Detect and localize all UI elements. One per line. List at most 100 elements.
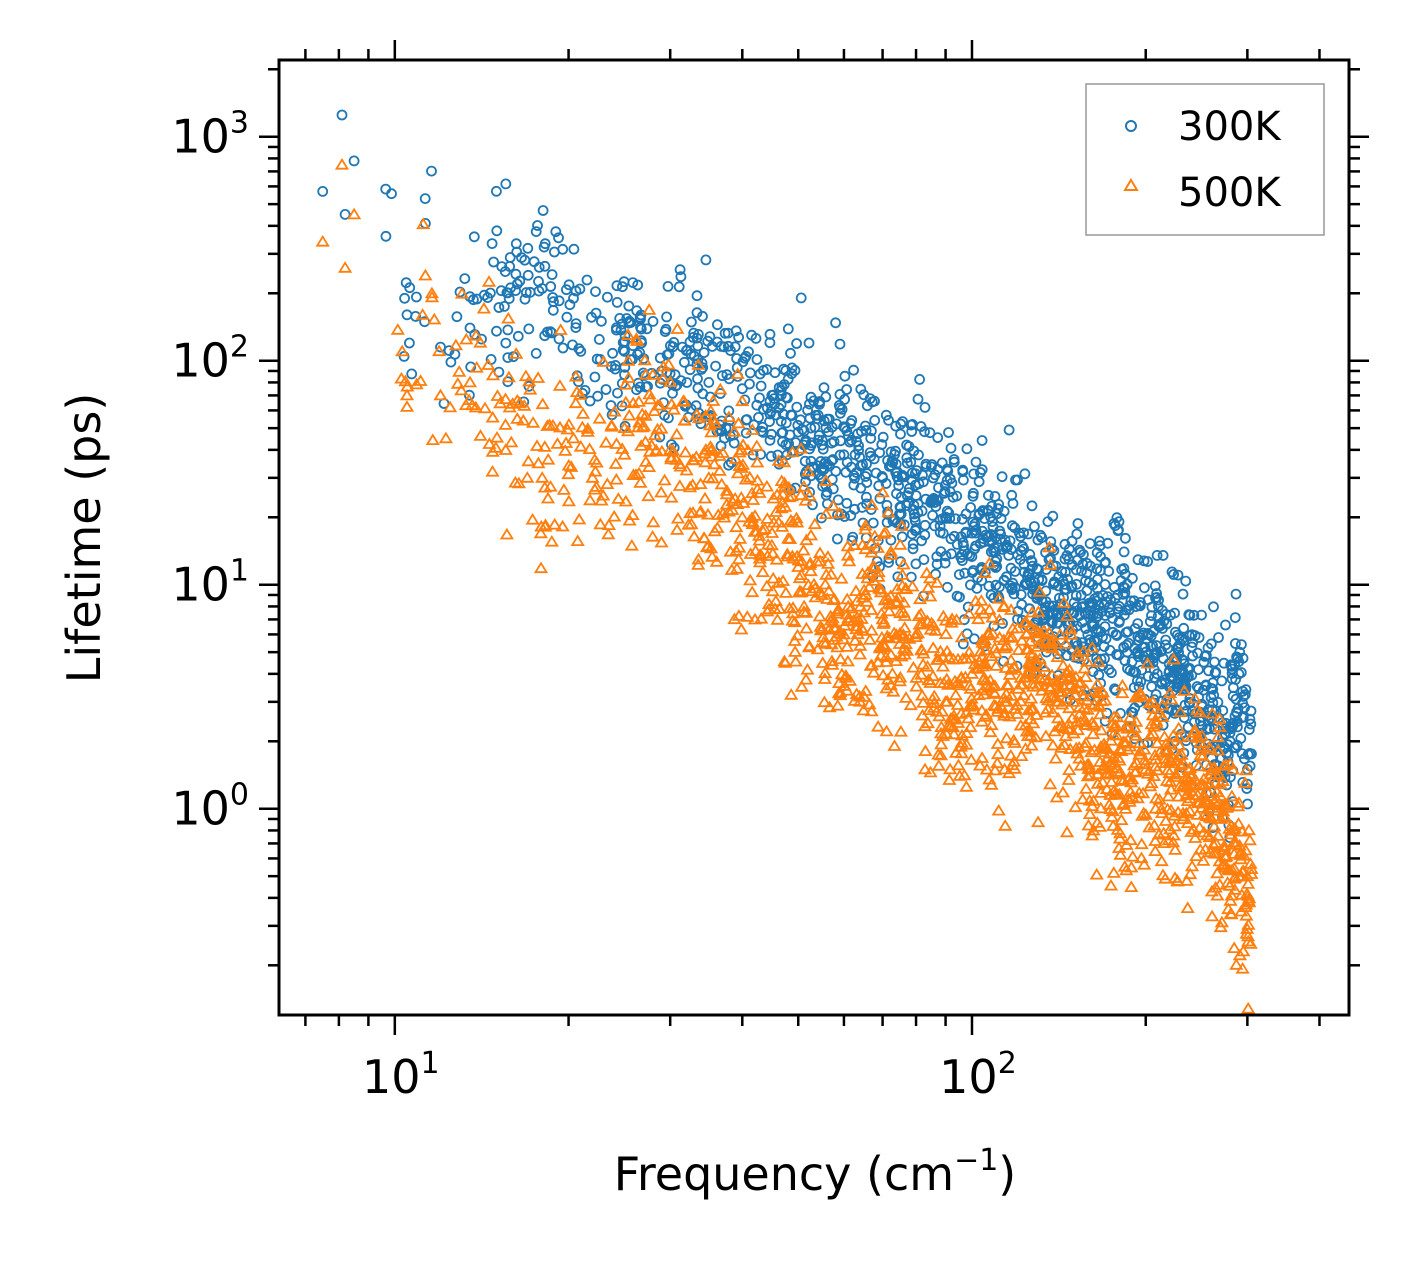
data-point <box>875 668 891 681</box>
data-point <box>730 466 746 479</box>
data-point <box>1160 677 1171 689</box>
data-point <box>1147 640 1158 651</box>
data-point <box>1142 556 1153 567</box>
data-point <box>629 332 644 344</box>
data-point <box>642 303 657 315</box>
data-point <box>973 602 989 615</box>
data-point <box>889 582 905 594</box>
data-point <box>1190 703 1205 715</box>
data-point <box>1080 703 1095 715</box>
data-point <box>1171 629 1183 641</box>
data-point <box>1226 673 1238 685</box>
data-point <box>848 364 859 376</box>
data-point <box>1235 864 1250 877</box>
data-point <box>865 432 877 444</box>
data-point <box>982 772 997 785</box>
data-point <box>530 371 546 383</box>
data-point <box>1177 684 1192 696</box>
data-point <box>915 617 930 629</box>
data-point <box>957 464 969 476</box>
y-tick-label: 102 <box>171 330 249 388</box>
data-point <box>346 207 362 220</box>
data-point <box>522 269 534 281</box>
data-point <box>556 483 572 495</box>
data-point <box>1240 929 1256 942</box>
data-point <box>882 604 897 617</box>
data-point <box>761 597 777 609</box>
data-point <box>774 474 789 486</box>
data-point <box>580 425 595 437</box>
data-point <box>873 480 885 492</box>
y-tick-label: 103 <box>171 106 249 164</box>
data-point <box>990 705 1005 717</box>
data-point <box>898 581 913 594</box>
data-point <box>1111 751 1126 763</box>
data-point <box>864 536 879 549</box>
data-point <box>1085 828 1100 841</box>
data-point <box>991 702 1006 714</box>
data-point <box>731 362 743 374</box>
data-point <box>522 242 534 254</box>
data-point <box>550 437 565 449</box>
data-point <box>1009 522 1021 534</box>
data-point <box>839 607 855 620</box>
data-point <box>931 551 943 563</box>
data-point <box>686 453 702 466</box>
data-point <box>618 395 633 408</box>
data-point <box>1242 778 1253 790</box>
data-point <box>836 403 848 415</box>
data-point <box>1040 693 1056 706</box>
data-point <box>846 415 858 426</box>
data-point <box>1142 696 1157 709</box>
data-point <box>1063 622 1078 635</box>
data-point <box>880 409 892 421</box>
data-point <box>880 478 892 489</box>
data-point <box>1026 500 1038 512</box>
data-point <box>1177 588 1189 600</box>
data-point <box>856 703 871 716</box>
data-point <box>774 501 789 514</box>
data-point <box>670 511 686 524</box>
data-point <box>1033 637 1048 649</box>
data-point <box>1236 639 1247 650</box>
data-point <box>1054 697 1070 710</box>
data-point <box>959 737 974 750</box>
data-point <box>665 444 681 456</box>
data-point <box>532 220 543 231</box>
data-point <box>842 554 857 567</box>
data-point <box>1021 577 1033 589</box>
data-point <box>1142 628 1153 639</box>
data-point <box>747 509 763 521</box>
data-point <box>339 208 351 220</box>
data-point <box>1045 738 1061 751</box>
data-point <box>315 234 330 247</box>
data-point <box>795 292 807 304</box>
data-point <box>895 568 910 580</box>
data-point <box>999 687 1014 699</box>
data-point <box>812 434 824 446</box>
data-point <box>867 529 882 542</box>
data-point <box>744 511 760 523</box>
data-point <box>1050 711 1066 724</box>
data-point <box>1139 582 1150 594</box>
data-point <box>511 476 527 489</box>
data-point <box>587 453 602 465</box>
data-point <box>1116 798 1131 810</box>
data-point <box>445 356 457 368</box>
data-point <box>662 280 674 292</box>
data-point <box>664 452 679 465</box>
data-point <box>905 579 920 592</box>
data-point <box>858 518 873 531</box>
data-point <box>830 317 841 329</box>
data-point <box>907 418 918 430</box>
data-point <box>766 571 781 584</box>
data-point <box>1120 721 1135 734</box>
data-point <box>991 803 1006 816</box>
data-point <box>1014 749 1029 761</box>
data-point <box>985 679 1001 692</box>
data-point <box>1043 558 1058 570</box>
data-point <box>1091 698 1106 711</box>
data-point <box>1173 705 1188 718</box>
data-point <box>849 503 860 515</box>
data-point <box>962 548 973 560</box>
